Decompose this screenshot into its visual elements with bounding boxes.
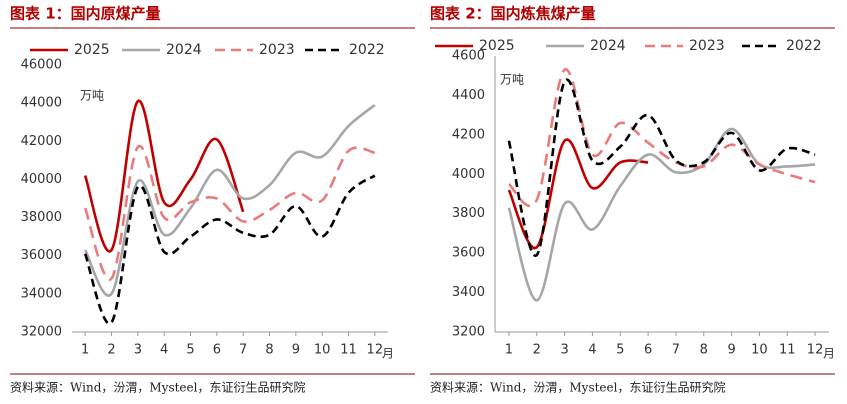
y-tick-label: 38000	[21, 210, 62, 225]
y-tick-label: 42000	[21, 134, 62, 149]
y-tick-label: 3600	[452, 246, 485, 261]
x-tick-label: 9	[727, 343, 735, 358]
x-tick-label: 7	[239, 343, 247, 358]
x-axis-label: 月	[382, 347, 394, 361]
y-tick-label: 3400	[452, 285, 485, 300]
x-tick-label: 12	[367, 343, 384, 358]
x-tick-label: 1	[505, 343, 513, 358]
y-tick-label: 44000	[21, 96, 62, 111]
series-line	[84, 104, 376, 297]
series-line	[83, 174, 376, 325]
legend-label: 2023	[689, 38, 725, 54]
x-tick-label: 3	[134, 343, 142, 358]
y-tick-label: 4000	[452, 167, 485, 182]
y-tick-label: 4600	[452, 49, 485, 64]
y-tick-label: 4200	[452, 127, 485, 142]
x-tick-label: 9	[292, 343, 300, 358]
x-tick-label: 5	[616, 343, 624, 358]
y-tick-label: 36000	[21, 248, 62, 263]
unit-label: 万吨	[80, 89, 104, 103]
x-tick-label: 10	[314, 343, 331, 358]
x-axis-label: 月	[823, 347, 835, 361]
x-tick-label: 11	[340, 343, 357, 358]
y-tick-label: 32000	[21, 325, 62, 340]
x-tick-label: 7	[672, 343, 680, 358]
x-tick-label: 2	[107, 343, 115, 358]
y-tick-label: 4400	[452, 88, 485, 103]
y-tick-label: 34000	[21, 286, 62, 301]
series-line	[83, 144, 376, 281]
legend-label: 2025	[74, 42, 110, 58]
series-line	[507, 138, 649, 250]
legend-label: 2022	[349, 42, 385, 58]
y-tick-label: 3800	[452, 206, 485, 221]
legend-label: 2024	[590, 38, 626, 54]
y-tick-label: 3200	[452, 325, 485, 340]
series-line	[507, 78, 816, 257]
unit-label: 万吨	[500, 73, 524, 87]
x-tick-label: 6	[644, 343, 652, 358]
x-tick-label: 8	[700, 343, 708, 358]
y-tick-label: 40000	[21, 172, 62, 187]
x-tick-label: 4	[160, 343, 168, 358]
x-tick-label: 8	[265, 343, 273, 358]
source: 资料来源：Wind，汾渭，Mysteel，东证衍生品研究院	[10, 380, 305, 395]
legend-label: 2024	[166, 42, 202, 58]
x-tick-label: 4	[588, 343, 596, 358]
source: 资料来源：Wind，汾渭，Mysteel，东证衍生品研究院	[430, 380, 725, 395]
x-tick-label: 12	[807, 343, 824, 358]
x-tick-label: 3	[560, 343, 568, 358]
x-tick-label: 6	[213, 343, 221, 358]
x-tick-label: 1	[81, 343, 89, 358]
series-line	[83, 99, 245, 253]
x-tick-label: 11	[779, 343, 796, 358]
legend-label: 2025	[479, 38, 515, 54]
chart-title: 图表 2：国内炼焦煤产量	[430, 5, 596, 23]
chart-title: 图表 1：国内原煤产量	[10, 5, 161, 23]
series-line	[507, 68, 816, 208]
y-tick-label: 46000	[21, 58, 62, 73]
legend-label: 2023	[259, 42, 295, 58]
legend-label: 2022	[786, 38, 822, 54]
x-tick-label: 2	[533, 343, 541, 358]
x-tick-label: 5	[186, 343, 194, 358]
x-tick-label: 10	[751, 343, 768, 358]
